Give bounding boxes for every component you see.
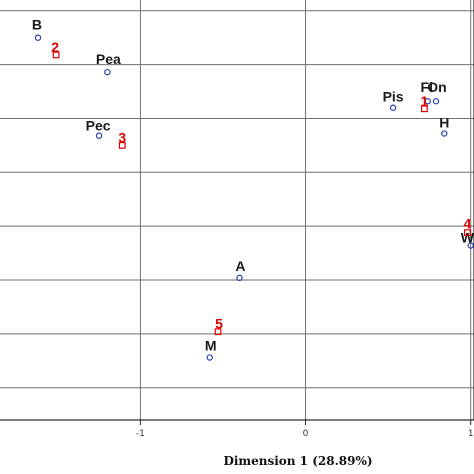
variable-point-marker — [104, 68, 111, 76]
category-point-label: 3 — [118, 129, 126, 145]
variable-point-label: A — [235, 258, 245, 274]
x-tick-label: -1 — [136, 429, 145, 439]
variable-point-label: On — [427, 79, 446, 95]
category-point-label: 4 — [463, 216, 471, 232]
category-point-label: 2 — [51, 39, 59, 55]
variable-point-label: Pis — [383, 89, 404, 105]
variable-point-marker — [432, 98, 440, 105]
category-point-label: 5 — [215, 316, 223, 332]
variable-point-label: Fl — [421, 79, 433, 95]
category-point-marker — [421, 105, 428, 113]
category-point-marker — [214, 328, 222, 336]
variable-point-marker — [95, 132, 103, 139]
grid-lines — [0, 0, 474, 420]
variable-point-marker — [424, 98, 431, 105]
variable-point-marker — [206, 354, 213, 361]
variable-point-label: B — [32, 17, 42, 33]
plot-frame — [0, 0, 474, 421]
category-point-marker — [52, 51, 60, 59]
x-axis-title: Dimension 1 (28.89%) — [223, 454, 372, 468]
variable-point-marker — [467, 242, 474, 249]
x-axis-ticks: -1 0 1 — [136, 420, 474, 439]
variable-point-label: W — [461, 230, 474, 246]
variable-point-label: Pea — [96, 51, 121, 67]
variable-point-marker — [441, 130, 448, 137]
variable-point-label: M — [205, 338, 217, 354]
variable-point-label: H — [439, 115, 449, 131]
x-tick-label: 0 — [303, 429, 309, 439]
category-point-label: 1 — [421, 93, 429, 109]
variable-point-marker — [236, 274, 243, 282]
variable-point-marker — [389, 104, 397, 111]
category-point-marker — [463, 229, 471, 237]
variable-point-marker — [34, 34, 42, 41]
x-tick-label: 1 — [468, 429, 474, 439]
variable-point-label: Pec — [86, 118, 111, 134]
category-point-marker — [118, 141, 126, 149]
